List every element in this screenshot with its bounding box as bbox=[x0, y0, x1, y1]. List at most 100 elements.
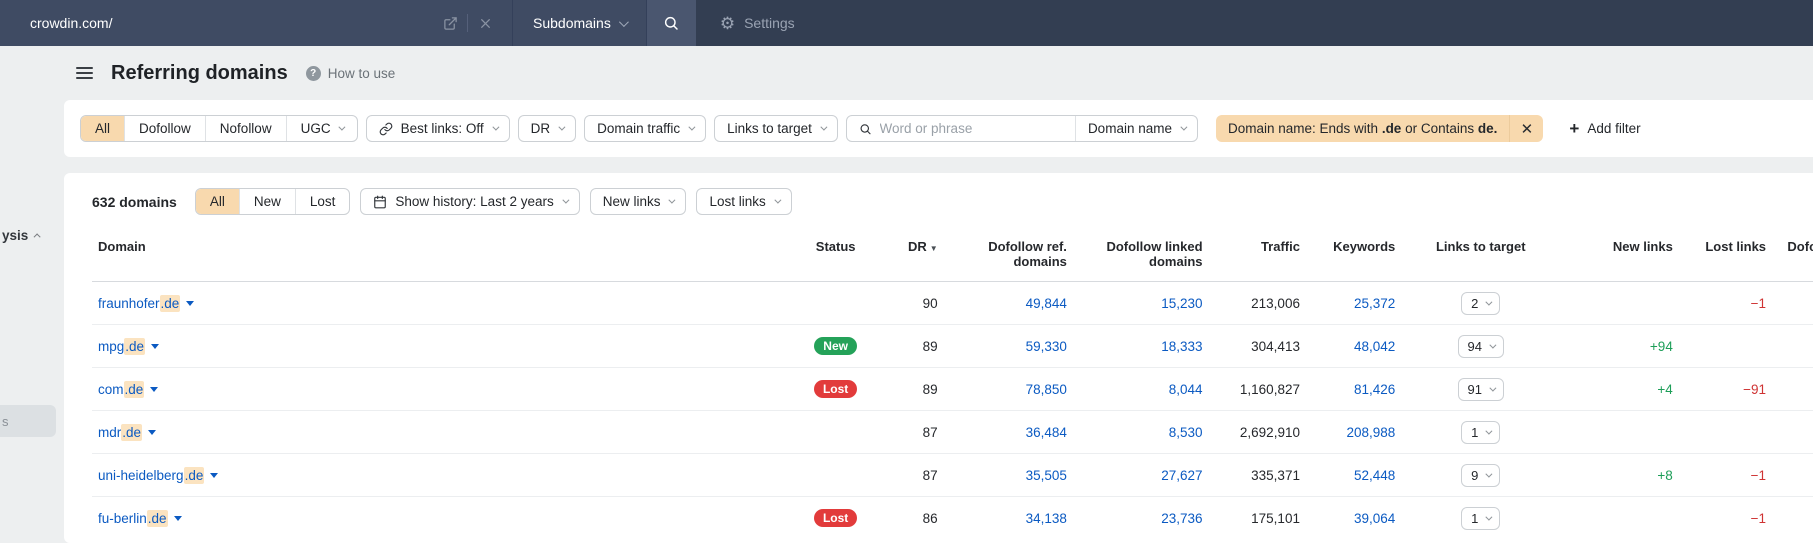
col-new-links[interactable]: New links bbox=[1612, 239, 1673, 254]
lost-links-dropdown[interactable]: Lost links bbox=[696, 188, 792, 215]
domain-link[interactable]: fraunhofer.de bbox=[98, 294, 195, 312]
sidebar-item-partial[interactable]: s bbox=[0, 405, 56, 437]
new-links-label: New links bbox=[602, 194, 661, 209]
col-dr[interactable]: DR ▼ bbox=[907, 239, 938, 254]
lost-links-label: Lost links bbox=[709, 194, 766, 209]
sidebar-section-partial[interactable]: ysis bbox=[2, 228, 41, 243]
col-dofollow-linked[interactable]: Dofollow linked domains bbox=[1106, 239, 1203, 269]
dr-filter-dropdown[interactable]: DR bbox=[517, 115, 577, 142]
chevron-down-icon bbox=[337, 123, 346, 131]
word-search-field[interactable] bbox=[847, 116, 1075, 141]
menu-icon[interactable] bbox=[76, 67, 93, 79]
col-keywords[interactable]: Keywords bbox=[1333, 239, 1396, 254]
dofollow-ref-domains-value[interactable]: 49,844 bbox=[1025, 295, 1067, 311]
dofollow-linked-domains-value[interactable]: 8,530 bbox=[1168, 424, 1203, 440]
col-links-to-target[interactable]: Links to target bbox=[1435, 239, 1526, 254]
add-filter-button[interactable]: + Add filter bbox=[1569, 120, 1640, 137]
keywords-value[interactable]: 48,042 bbox=[1354, 338, 1396, 354]
domain-dropdown-icon[interactable] bbox=[210, 472, 219, 478]
search-scope-dropdown[interactable]: Domain name bbox=[1074, 116, 1197, 141]
domain-dropdown-icon[interactable] bbox=[148, 429, 157, 435]
keywords-value[interactable]: 25,372 bbox=[1354, 295, 1396, 311]
dofollow-ref-domains-value[interactable]: 35,505 bbox=[1025, 467, 1067, 483]
filter-tab-all[interactable]: All bbox=[81, 116, 125, 141]
status-badge: Lost bbox=[813, 380, 858, 398]
new-links-value: +94 bbox=[1649, 338, 1673, 354]
domain-link[interactable]: uni-heidelberg.de bbox=[98, 466, 219, 484]
dofollow-linked-domains-value[interactable]: 27,627 bbox=[1161, 467, 1203, 483]
col-traffic[interactable]: Traffic bbox=[1260, 239, 1300, 254]
status-tab-lost[interactable]: Lost bbox=[294, 189, 350, 214]
result-count: 632 domains bbox=[92, 193, 177, 210]
domain-link[interactable]: mpg.de bbox=[98, 337, 160, 355]
word-search-input[interactable] bbox=[879, 121, 1063, 136]
dofollow-ref-domains-value[interactable]: 36,484 bbox=[1025, 424, 1067, 440]
chevron-down-icon bbox=[1180, 123, 1188, 131]
links-to-target-select[interactable]: 9 bbox=[1461, 463, 1501, 487]
links-to-target-select[interactable]: 1 bbox=[1461, 506, 1501, 530]
filter-tab-nofollow[interactable]: Nofollow bbox=[204, 116, 286, 141]
new-links-dropdown[interactable]: New links bbox=[589, 188, 687, 215]
domain-link[interactable]: com.de bbox=[98, 380, 159, 398]
status-tab-new[interactable]: New bbox=[238, 189, 295, 214]
keywords-value[interactable]: 208,988 bbox=[1346, 424, 1396, 440]
remove-filter-icon[interactable]: ✕ bbox=[1509, 115, 1543, 142]
links-to-target-select[interactable]: 1 bbox=[1461, 420, 1501, 444]
dofollow-linked-domains-value[interactable]: 15,230 bbox=[1161, 295, 1203, 311]
links-to-target-dropdown[interactable]: Links to target bbox=[714, 115, 838, 142]
show-history-dropdown[interactable]: Show history: Last 2 years bbox=[360, 188, 580, 215]
links-to-target-select[interactable]: 94 bbox=[1457, 334, 1504, 358]
domain-link[interactable]: fu-berlin.de bbox=[98, 509, 182, 527]
search-button[interactable] bbox=[645, 0, 696, 46]
search-icon bbox=[665, 16, 679, 30]
chevron-down-icon bbox=[820, 123, 828, 131]
link-icon bbox=[379, 122, 392, 135]
status-badge: New bbox=[814, 337, 857, 355]
active-filter-chip: Domain name: Ends with .de or Contains d… bbox=[1215, 115, 1544, 142]
filter-tab-dofollow[interactable]: Dofollow bbox=[124, 116, 205, 141]
dofollow-linked-domains-value[interactable]: 18,333 bbox=[1161, 338, 1203, 354]
links-to-target-select[interactable]: 2 bbox=[1461, 291, 1501, 315]
table-row: fraunhofer.de 90 49,844 15,230 213,006 2… bbox=[92, 282, 1813, 325]
dofollow-ref-domains-value[interactable]: 78,850 bbox=[1025, 381, 1067, 397]
active-filter-text[interactable]: Domain name: Ends with .de or Contains d… bbox=[1227, 121, 1498, 136]
dofollow-linked-domains-value[interactable]: 23,736 bbox=[1161, 510, 1203, 526]
links-to-target-select[interactable]: 91 bbox=[1457, 377, 1504, 401]
settings-button[interactable]: ⚙ Settings bbox=[720, 0, 795, 46]
chevron-down-icon bbox=[688, 123, 696, 131]
page-header: Referring domains ? How to use bbox=[0, 46, 1813, 100]
best-links-dropdown[interactable]: Best links: Off bbox=[365, 115, 510, 142]
domain-traffic-dropdown[interactable]: Domain traffic bbox=[584, 115, 707, 142]
dr-value: 89 bbox=[922, 338, 938, 354]
dofollow-ref-domains-value[interactable]: 34,138 bbox=[1025, 510, 1067, 526]
chevron-down-icon bbox=[1485, 513, 1493, 521]
dofollow-ref-domains-value[interactable]: 59,330 bbox=[1025, 338, 1067, 354]
status-badge: Lost bbox=[813, 509, 858, 528]
col-dofollow-links[interactable]: Dofollow links bbox=[1787, 239, 1813, 269]
keywords-value[interactable]: 39,064 bbox=[1354, 510, 1396, 526]
chevron-up-icon bbox=[33, 233, 41, 241]
calendar-icon bbox=[374, 195, 387, 208]
col-dofollow-ref[interactable]: Dofollow ref. domains bbox=[988, 239, 1067, 269]
chevron-down-icon bbox=[668, 196, 676, 204]
domain-dropdown-icon[interactable] bbox=[186, 300, 195, 306]
left-sidebar-fragment: ysis s bbox=[0, 0, 64, 543]
table-header-row: Domain Status DR ▼ Dofollow ref. domains … bbox=[92, 229, 1813, 282]
domain-link[interactable]: mdr.de bbox=[98, 423, 157, 441]
keywords-value[interactable]: 52,448 bbox=[1354, 467, 1396, 483]
domain-dropdown-icon[interactable] bbox=[150, 386, 159, 392]
dofollow-linked-domains-value[interactable]: 8,044 bbox=[1168, 381, 1203, 397]
how-to-use-link[interactable]: ? How to use bbox=[305, 65, 395, 81]
filter-tab-ugc[interactable]: UGC bbox=[285, 116, 357, 141]
domain-dropdown-icon[interactable] bbox=[151, 343, 160, 349]
referring-domains-table: Domain Status DR ▼ Dofollow ref. domains … bbox=[92, 229, 1813, 540]
keywords-value[interactable]: 81,426 bbox=[1354, 381, 1396, 397]
status-tab-all[interactable]: All bbox=[195, 189, 239, 214]
col-lost-links[interactable]: Lost links bbox=[1705, 239, 1767, 254]
domain-dropdown-icon[interactable] bbox=[173, 515, 182, 521]
filter-match-highlight: .de bbox=[124, 337, 146, 355]
clear-url-icon[interactable] bbox=[472, 10, 498, 36]
open-external-icon[interactable] bbox=[437, 10, 463, 36]
target-url-input[interactable]: crowdin.com/ bbox=[0, 0, 512, 46]
scope-dropdown[interactable]: Subdomains bbox=[512, 0, 646, 46]
